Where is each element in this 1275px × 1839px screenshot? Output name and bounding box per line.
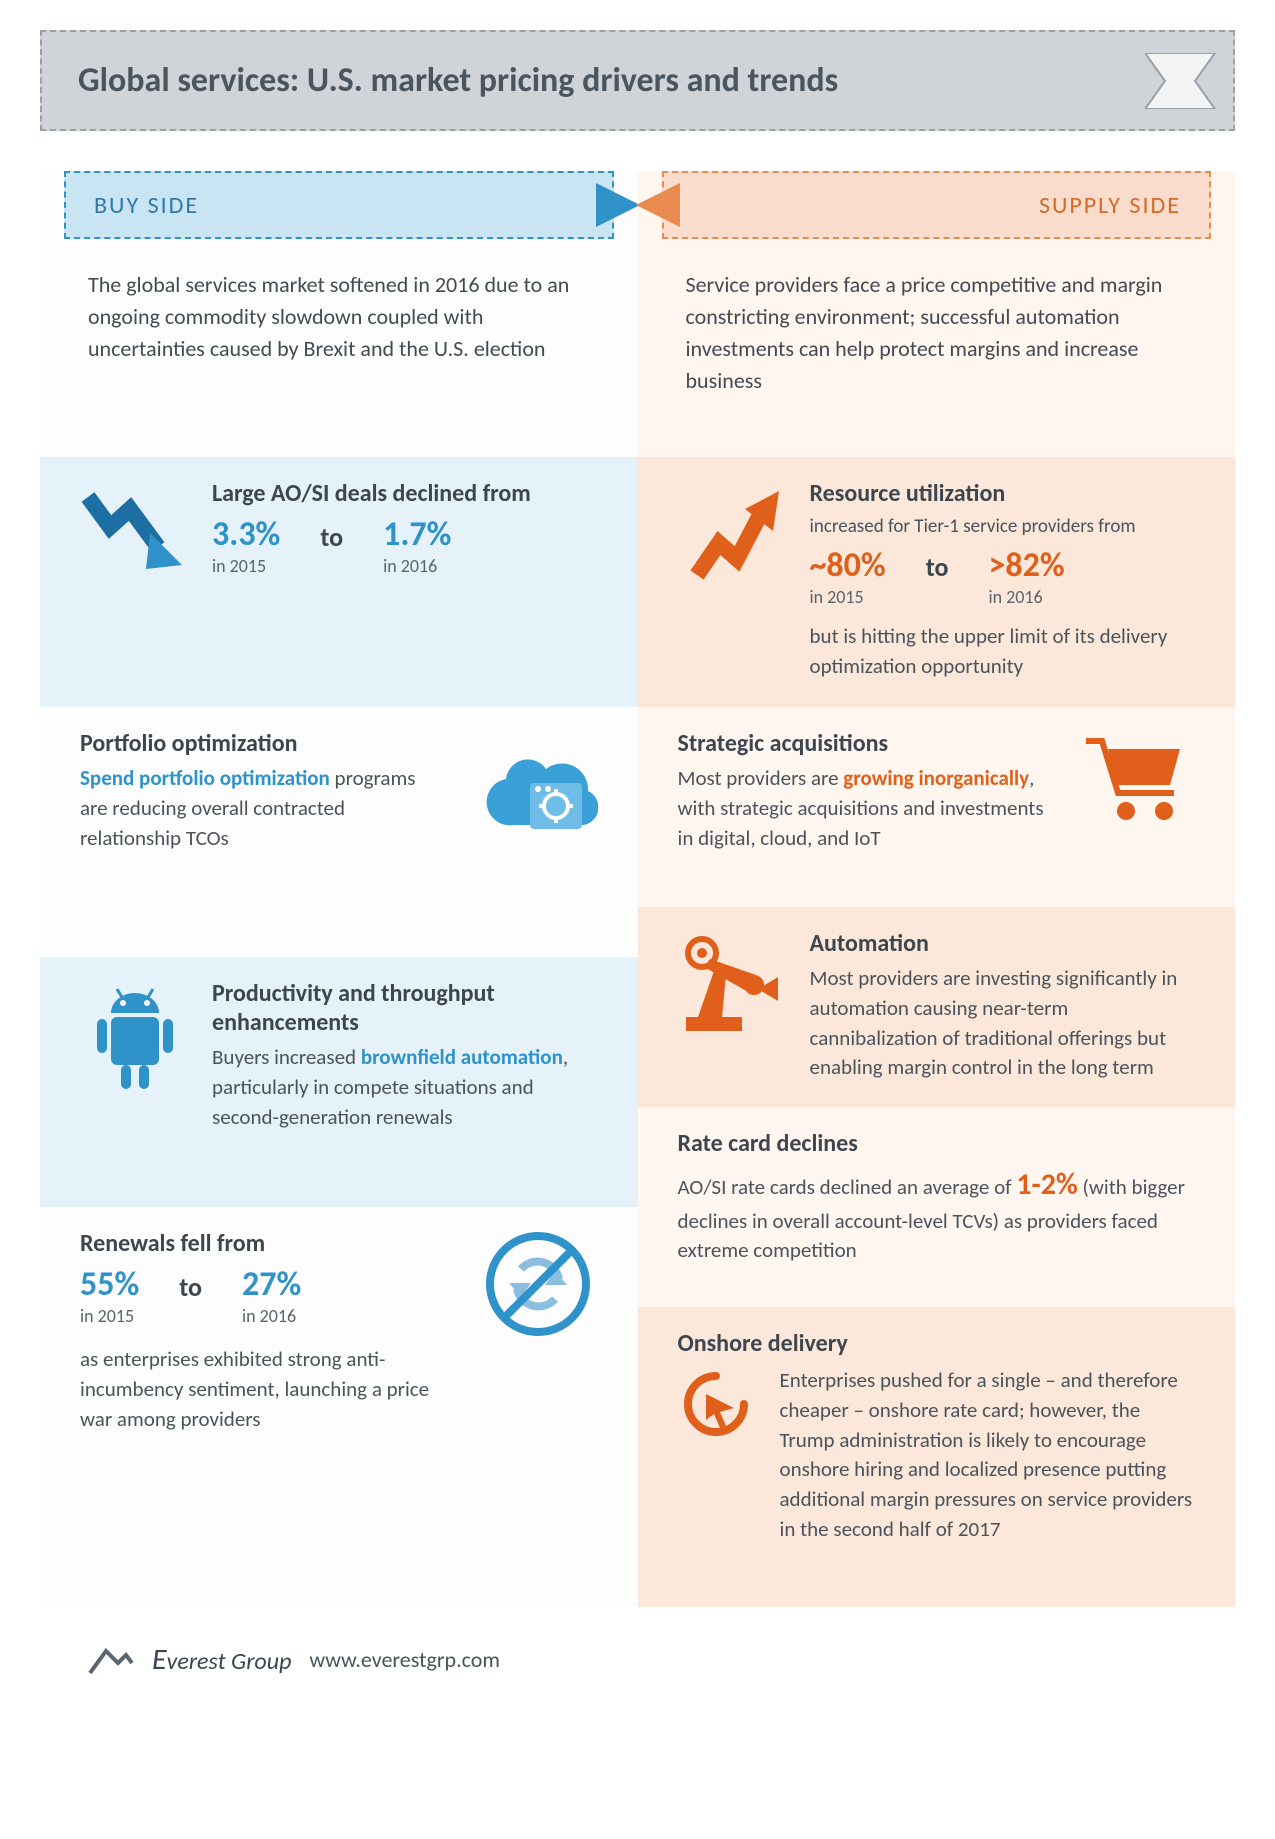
- buy-side-banner: BUY SIDE: [64, 171, 614, 239]
- footer-brand-rest: verest: [167, 1647, 226, 1676]
- card-deals-declined: Large AO/SI deals declined from 3.3% in …: [40, 457, 638, 707]
- footer: Everest Group www.everestgrp.com: [40, 1607, 1235, 1698]
- renewals-body: as enterprises exhibited strong anti-inc…: [80, 1345, 456, 1434]
- android-icon: [80, 979, 190, 1099]
- card-renewals: Renewals fell from 55% in 2015 to 27% in…: [40, 1207, 638, 1527]
- acq-title: Strategic acquisitions: [678, 729, 1054, 758]
- card-productivity: Productivity and throughput enhancements…: [40, 957, 638, 1207]
- renewals-to-value: 27%: [242, 1264, 301, 1305]
- card-acquisitions: Strategic acquisitions Most providers ar…: [638, 707, 1236, 907]
- decline-arrow-icon: [80, 479, 190, 579]
- portfolio-highlight: Spend portfolio optimization: [80, 765, 330, 791]
- buy-intro: The global services market softened in 2…: [40, 257, 638, 457]
- resource-from-value: ~80%: [810, 545, 886, 586]
- productivity-title: Productivity and throughput enhancements: [212, 979, 598, 1037]
- buy-side-column: BUY SIDE The global services market soft…: [40, 171, 638, 1607]
- card-portfolio: Portfolio optimization Spend portfolio o…: [40, 707, 638, 957]
- acq-lead: Most providers are: [678, 765, 844, 791]
- renewals-to-word: to: [179, 1271, 202, 1321]
- renewals-to-year: in 2016: [242, 1305, 301, 1327]
- supply-intro: Service providers face a price competiti…: [638, 257, 1236, 457]
- deals-to-word: to: [320, 521, 343, 571]
- renewals-from-value: 55%: [80, 1264, 139, 1305]
- productivity-lead: Buyers increased: [212, 1044, 361, 1070]
- target-cursor-icon: [678, 1366, 758, 1447]
- resource-from-year: in 2015: [810, 586, 886, 608]
- page-header: Global services: U.S. market pricing dri…: [40, 30, 1235, 131]
- deals-from-year: in 2015: [212, 555, 280, 577]
- header-chevron-icon: [1145, 53, 1235, 109]
- card-onshore: Onshore delivery Enterprises pushed for …: [638, 1307, 1236, 1607]
- up-arrow-icon: [678, 479, 788, 589]
- portfolio-title: Portfolio optimization: [80, 729, 446, 758]
- deals-title: Large AO/SI deals declined from: [212, 479, 598, 508]
- footer-brand-group: Group: [226, 1647, 292, 1676]
- resource-to-word: to: [926, 551, 949, 601]
- resource-subtitle: increased for Tier-1 service providers f…: [810, 514, 1196, 541]
- supply-side-banner: SUPPLY SIDE: [662, 171, 1212, 239]
- onshore-title: Onshore delivery: [678, 1329, 1196, 1358]
- card-automation: Automation Most providers are investing …: [638, 907, 1236, 1107]
- robot-arm-icon: [678, 929, 788, 1039]
- rate-title: Rate card declines: [678, 1129, 1196, 1158]
- supply-side-label: SUPPLY SIDE: [1039, 191, 1181, 220]
- everest-logo-icon: [88, 1643, 134, 1677]
- card-rate-card: Rate card declines AO/SI rate cards decl…: [638, 1107, 1236, 1307]
- supply-side-column: SUPPLY SIDE Service providers face a pri…: [638, 171, 1236, 1607]
- resource-to-year: in 2016: [988, 586, 1064, 608]
- deals-to-year: in 2016: [383, 555, 451, 577]
- onshore-body: Enterprises pushed for a single – and th…: [780, 1366, 1196, 1545]
- automation-body: Most providers are investing significant…: [810, 964, 1196, 1083]
- resource-to-value: >82%: [988, 545, 1064, 586]
- resource-body: but is hitting the upper limit of its de…: [810, 622, 1196, 682]
- buy-side-label: BUY SIDE: [94, 191, 199, 220]
- rate-highlight: 1-2%: [1016, 1166, 1077, 1203]
- renewals-title: Renewals fell from: [80, 1229, 456, 1258]
- cart-icon: [1075, 729, 1195, 829]
- footer-url: www.everestgrp.com: [309, 1646, 500, 1673]
- no-refresh-icon: [478, 1229, 598, 1339]
- acq-highlight: growing inorganically: [843, 765, 1029, 791]
- footer-brand-initial: E: [152, 1641, 167, 1678]
- cloud-gear-icon: [468, 729, 598, 839]
- deals-to-value: 1.7%: [383, 514, 451, 555]
- renewals-from-year: in 2015: [80, 1305, 139, 1327]
- rate-lead: AO/SI rate cards declined an average of: [678, 1174, 1017, 1200]
- resource-title: Resource utilization: [810, 479, 1196, 508]
- page-title: Global services: U.S. market pricing dri…: [78, 60, 1197, 101]
- card-resource-utilization: Resource utilization increased for Tier-…: [638, 457, 1236, 707]
- productivity-highlight: brownfield automation: [361, 1044, 563, 1070]
- deals-from-value: 3.3%: [212, 514, 280, 555]
- automation-title: Automation: [810, 929, 1196, 958]
